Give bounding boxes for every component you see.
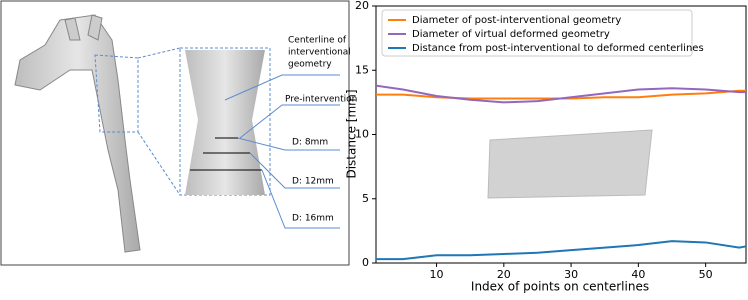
chart: Index of points on centerlines Distance … bbox=[345, 5, 747, 294]
legend-label: Distance from post-interventional to def… bbox=[412, 43, 704, 54]
branch-shape bbox=[64, 14, 103, 41]
y-tick-label: 0 bbox=[362, 256, 369, 269]
annotation: interventional bbox=[288, 48, 351, 58]
diameter-arrows bbox=[190, 137, 262, 171]
annotation: D: 12mm bbox=[292, 177, 334, 187]
series-line bbox=[376, 89, 746, 100]
legend-label: Diameter of virtual deformed geometry bbox=[412, 29, 610, 40]
y-tick-label: 20 bbox=[355, 0, 369, 12]
annotation: D: 16mm bbox=[292, 214, 334, 224]
leader-lines bbox=[224, 74, 340, 229]
x-tick-label: 50 bbox=[699, 268, 713, 281]
y-axis-label: Distance [mm] bbox=[345, 89, 359, 178]
annotation: Centerline of bbox=[288, 36, 347, 46]
zoom-line bbox=[137, 47, 181, 59]
y-tick-label: 10 bbox=[355, 128, 369, 141]
vessel-zoom bbox=[185, 50, 265, 195]
inset-vessel bbox=[487, 129, 653, 199]
legend-box bbox=[381, 9, 693, 57]
x-tick-label: 20 bbox=[497, 268, 511, 281]
aorta-shape bbox=[14, 14, 141, 253]
annotation: Pre-intervention bbox=[285, 95, 357, 105]
y-tick-label: 15 bbox=[355, 63, 369, 76]
x-axis-label: Index of points on centerlines bbox=[471, 280, 649, 294]
x-tick-label: 40 bbox=[631, 268, 645, 281]
x-tick-label: 30 bbox=[564, 268, 578, 281]
illustration bbox=[0, 0, 350, 266]
annotation: geometry bbox=[288, 60, 332, 70]
panel-border bbox=[0, 0, 350, 266]
annotation: D: 8mm bbox=[292, 138, 328, 148]
zoom-line bbox=[137, 131, 181, 196]
series-line bbox=[375, 84, 746, 104]
series-line bbox=[376, 240, 747, 261]
legend-label: Diameter of post-interventional geometry bbox=[412, 15, 621, 26]
x-tick-label: 10 bbox=[430, 268, 444, 281]
y-tick-label: 5 bbox=[362, 192, 369, 205]
